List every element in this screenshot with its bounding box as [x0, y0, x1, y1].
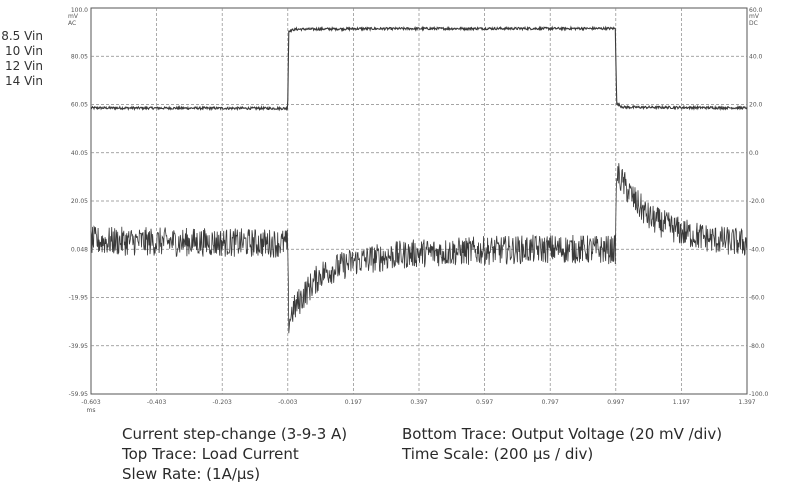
right-axis-unit: mV	[749, 13, 760, 20]
x-tick-label: 0.197	[345, 399, 362, 406]
left-axis-coupling: AC	[68, 20, 76, 27]
right-tick-label: 60.0	[749, 7, 763, 14]
right-axis: mV DC 60.0 40.0 20.0 0.0 -20.0 -40.0 -60.0 -80.…	[749, 7, 769, 398]
trace-series-1	[90, 25, 748, 112]
left-tick-label: 20.05	[71, 198, 88, 205]
traces	[90, 25, 748, 334]
left-tick-label: 0.048	[71, 246, 88, 253]
left-axis-unit: mV	[68, 13, 79, 20]
left-tick-label: -59.95	[69, 391, 89, 398]
left-tick-label: -39.95	[69, 343, 89, 350]
left-tick-label: 80.05	[71, 53, 88, 60]
left-axis: mV AC 100.0 80.05 60.05 40.05 20.05 0.048 -19.…	[68, 7, 88, 398]
caption-slew-rate: Slew Rate: (1A/µs)	[122, 465, 261, 483]
legend-entry: 12 Vin	[5, 59, 43, 73]
x-tick-label: -0.203	[213, 399, 233, 406]
right-tick-label: -100.0	[749, 391, 769, 398]
trace-series-2	[90, 163, 748, 334]
x-tick-label: -0.003	[278, 399, 298, 406]
right-tick-label: 20.0	[749, 102, 763, 109]
right-tick-label: -60.0	[749, 295, 765, 302]
x-axis: ms -0.603 -0.403 -0.203 -0.003 0.197 0.397 0.5…	[81, 399, 755, 412]
x-tick-label: 1.397	[738, 399, 755, 406]
right-tick-label: 40.0	[749, 53, 763, 60]
x-tick-label: 0.397	[410, 399, 427, 406]
x-tick-label: 0.997	[607, 399, 624, 406]
right-tick-label: 0.0	[749, 150, 759, 157]
left-tick-label: 40.05	[71, 150, 88, 157]
caption-bottom-trace: Bottom Trace: Output Voltage (20 mV /div…	[402, 425, 723, 443]
caption-time-scale: Time Scale: (200 µs / div)	[402, 445, 594, 463]
x-axis-unit: ms	[87, 407, 96, 412]
right-tick-label: -20.0	[749, 198, 765, 205]
x-tick-label: 0.797	[542, 399, 559, 406]
oscilloscope-chart: mV AC 100.0 80.05 60.05 40.05 20.05 0.048 -19.…	[1, 7, 769, 412]
right-axis-coupling: DC	[749, 20, 758, 27]
x-tick-label: 0.597	[476, 399, 493, 406]
caption-top-trace: Top Trace: Load Current	[122, 445, 299, 463]
caption-step-change: Current step-change (3-9-3 A)	[122, 425, 348, 443]
left-tick-label: 100.0	[71, 7, 88, 14]
x-tick-label: -0.603	[81, 399, 101, 406]
legend-entry: 10 Vin	[5, 44, 43, 58]
x-tick-label: -0.403	[147, 399, 167, 406]
caption-left: Current step-change (3-9-3 A) Top Trace:…	[122, 424, 347, 484]
left-tick-label: 60.05	[71, 102, 88, 109]
right-tick-label: -80.0	[749, 343, 765, 350]
caption-right: Bottom Trace: Output Voltage (20 mV /div…	[402, 424, 722, 464]
legend-entry: 8.5 Vin	[1, 29, 43, 43]
x-tick-label: 1.197	[673, 399, 690, 406]
legend-entry: 14 Vin	[5, 74, 43, 88]
right-tick-label: -40.0	[749, 246, 765, 253]
left-tick-label: -19.95	[69, 295, 89, 302]
